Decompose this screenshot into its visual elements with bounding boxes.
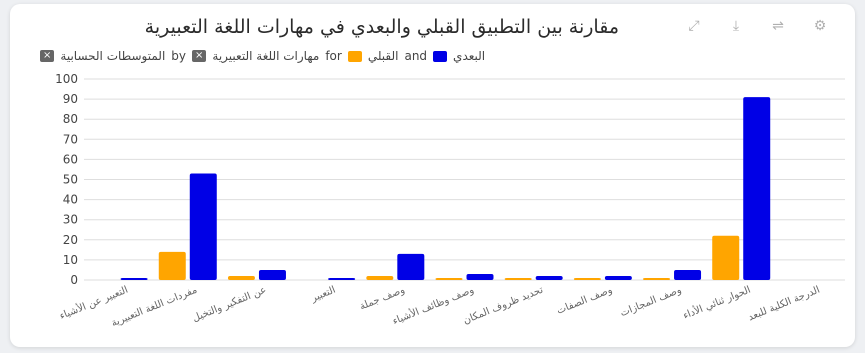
- bar-post[interactable]: [674, 269, 702, 280]
- y-tick-label: 10: [63, 253, 78, 267]
- legend-tag: ×: [40, 50, 55, 62]
- legend-text-0: البعدي: [453, 49, 486, 63]
- bar-post[interactable]: [466, 273, 494, 280]
- legend-text-2: القبلي: [367, 49, 399, 63]
- bar-post[interactable]: [535, 275, 563, 280]
- x-tick-label: الدرجة الكلية للبعد: [747, 285, 822, 324]
- chart-title: مقارنة بين التطبيق القبلي والبعدي في مها…: [144, 16, 619, 38]
- bar-pre[interactable]: [227, 275, 255, 280]
- y-tick-label: 70: [63, 132, 78, 146]
- bar-pre[interactable]: [573, 277, 601, 280]
- bar-post[interactable]: [258, 269, 286, 280]
- bar-post[interactable]: [743, 97, 771, 280]
- filter-icon[interactable]: ⇌: [772, 18, 784, 34]
- y-tick-label: 30: [63, 213, 78, 227]
- bar-pre[interactable]: [158, 251, 186, 280]
- bar-pre[interactable]: [643, 277, 671, 280]
- legend-tag: ×: [192, 50, 207, 62]
- chart-legend: × المتوسطات الحسابية by × مهارات اللغة ا…: [40, 49, 485, 63]
- settings-icon[interactable]: ⚙: [813, 18, 827, 34]
- y-tick-label: 80: [63, 112, 78, 126]
- bar-post[interactable]: [328, 277, 356, 280]
- y-tick-label: 60: [63, 152, 78, 166]
- bar-pre[interactable]: [366, 275, 394, 280]
- y-axis: 0 10 20 30 40 50 60 70 80 90 100: [55, 72, 78, 287]
- y-tick-label: 100: [55, 72, 78, 86]
- bar-post[interactable]: [604, 275, 632, 280]
- expand-icon[interactable]: ⤢: [688, 18, 700, 34]
- y-tick-label: 0: [70, 273, 78, 287]
- chart-toolbar: ⤢ ⤓ ⇌ ⚙: [684, 18, 830, 34]
- legend-text-6: المتوسطات الحسابية: [60, 49, 166, 63]
- y-tick-label: 90: [63, 92, 78, 106]
- legend-text-5: by: [171, 49, 187, 63]
- y-tick-label: 50: [63, 173, 78, 187]
- x-tick-label: عن التفكير والتخيل: [191, 285, 268, 325]
- x-tick-label: التعبير: [309, 285, 337, 305]
- bar-pre[interactable]: [504, 277, 532, 280]
- legend-swatch-post[interactable]: [433, 50, 448, 62]
- legend-text-4: مهارات اللغة التعبيرية: [212, 49, 320, 63]
- bars: [120, 97, 771, 280]
- legend-swatch-pre[interactable]: [347, 50, 362, 62]
- bar-post[interactable]: [189, 173, 217, 280]
- bar-post[interactable]: [397, 253, 425, 280]
- legend-text-3: for: [325, 49, 342, 63]
- x-tick-label: وصف المجازات: [619, 285, 684, 320]
- legend-text-1: and: [404, 49, 428, 63]
- download-icon[interactable]: ⤓: [732, 18, 740, 34]
- bar-pre[interactable]: [435, 277, 463, 280]
- y-tick-label: 40: [63, 193, 78, 207]
- x-tick-label: وصف جملة: [358, 285, 406, 313]
- x-tick-label: الحوار ثنائي الأداء: [681, 283, 752, 322]
- y-tick-label: 20: [63, 233, 78, 247]
- x-tick-label: وصف الصفات: [555, 285, 614, 317]
- bar-chart: 0 10 20 30 40 50 60 70 80 90 100 التعبير عن الأشيا…: [55, 72, 845, 329]
- bar-post[interactable]: [120, 277, 148, 280]
- chart-card: مقارنة بين التطبيق القبلي والبعدي في مها…: [10, 4, 855, 347]
- x-tick-label: تحديد ظروف المكان: [462, 285, 545, 327]
- bar-pre[interactable]: [712, 235, 740, 280]
